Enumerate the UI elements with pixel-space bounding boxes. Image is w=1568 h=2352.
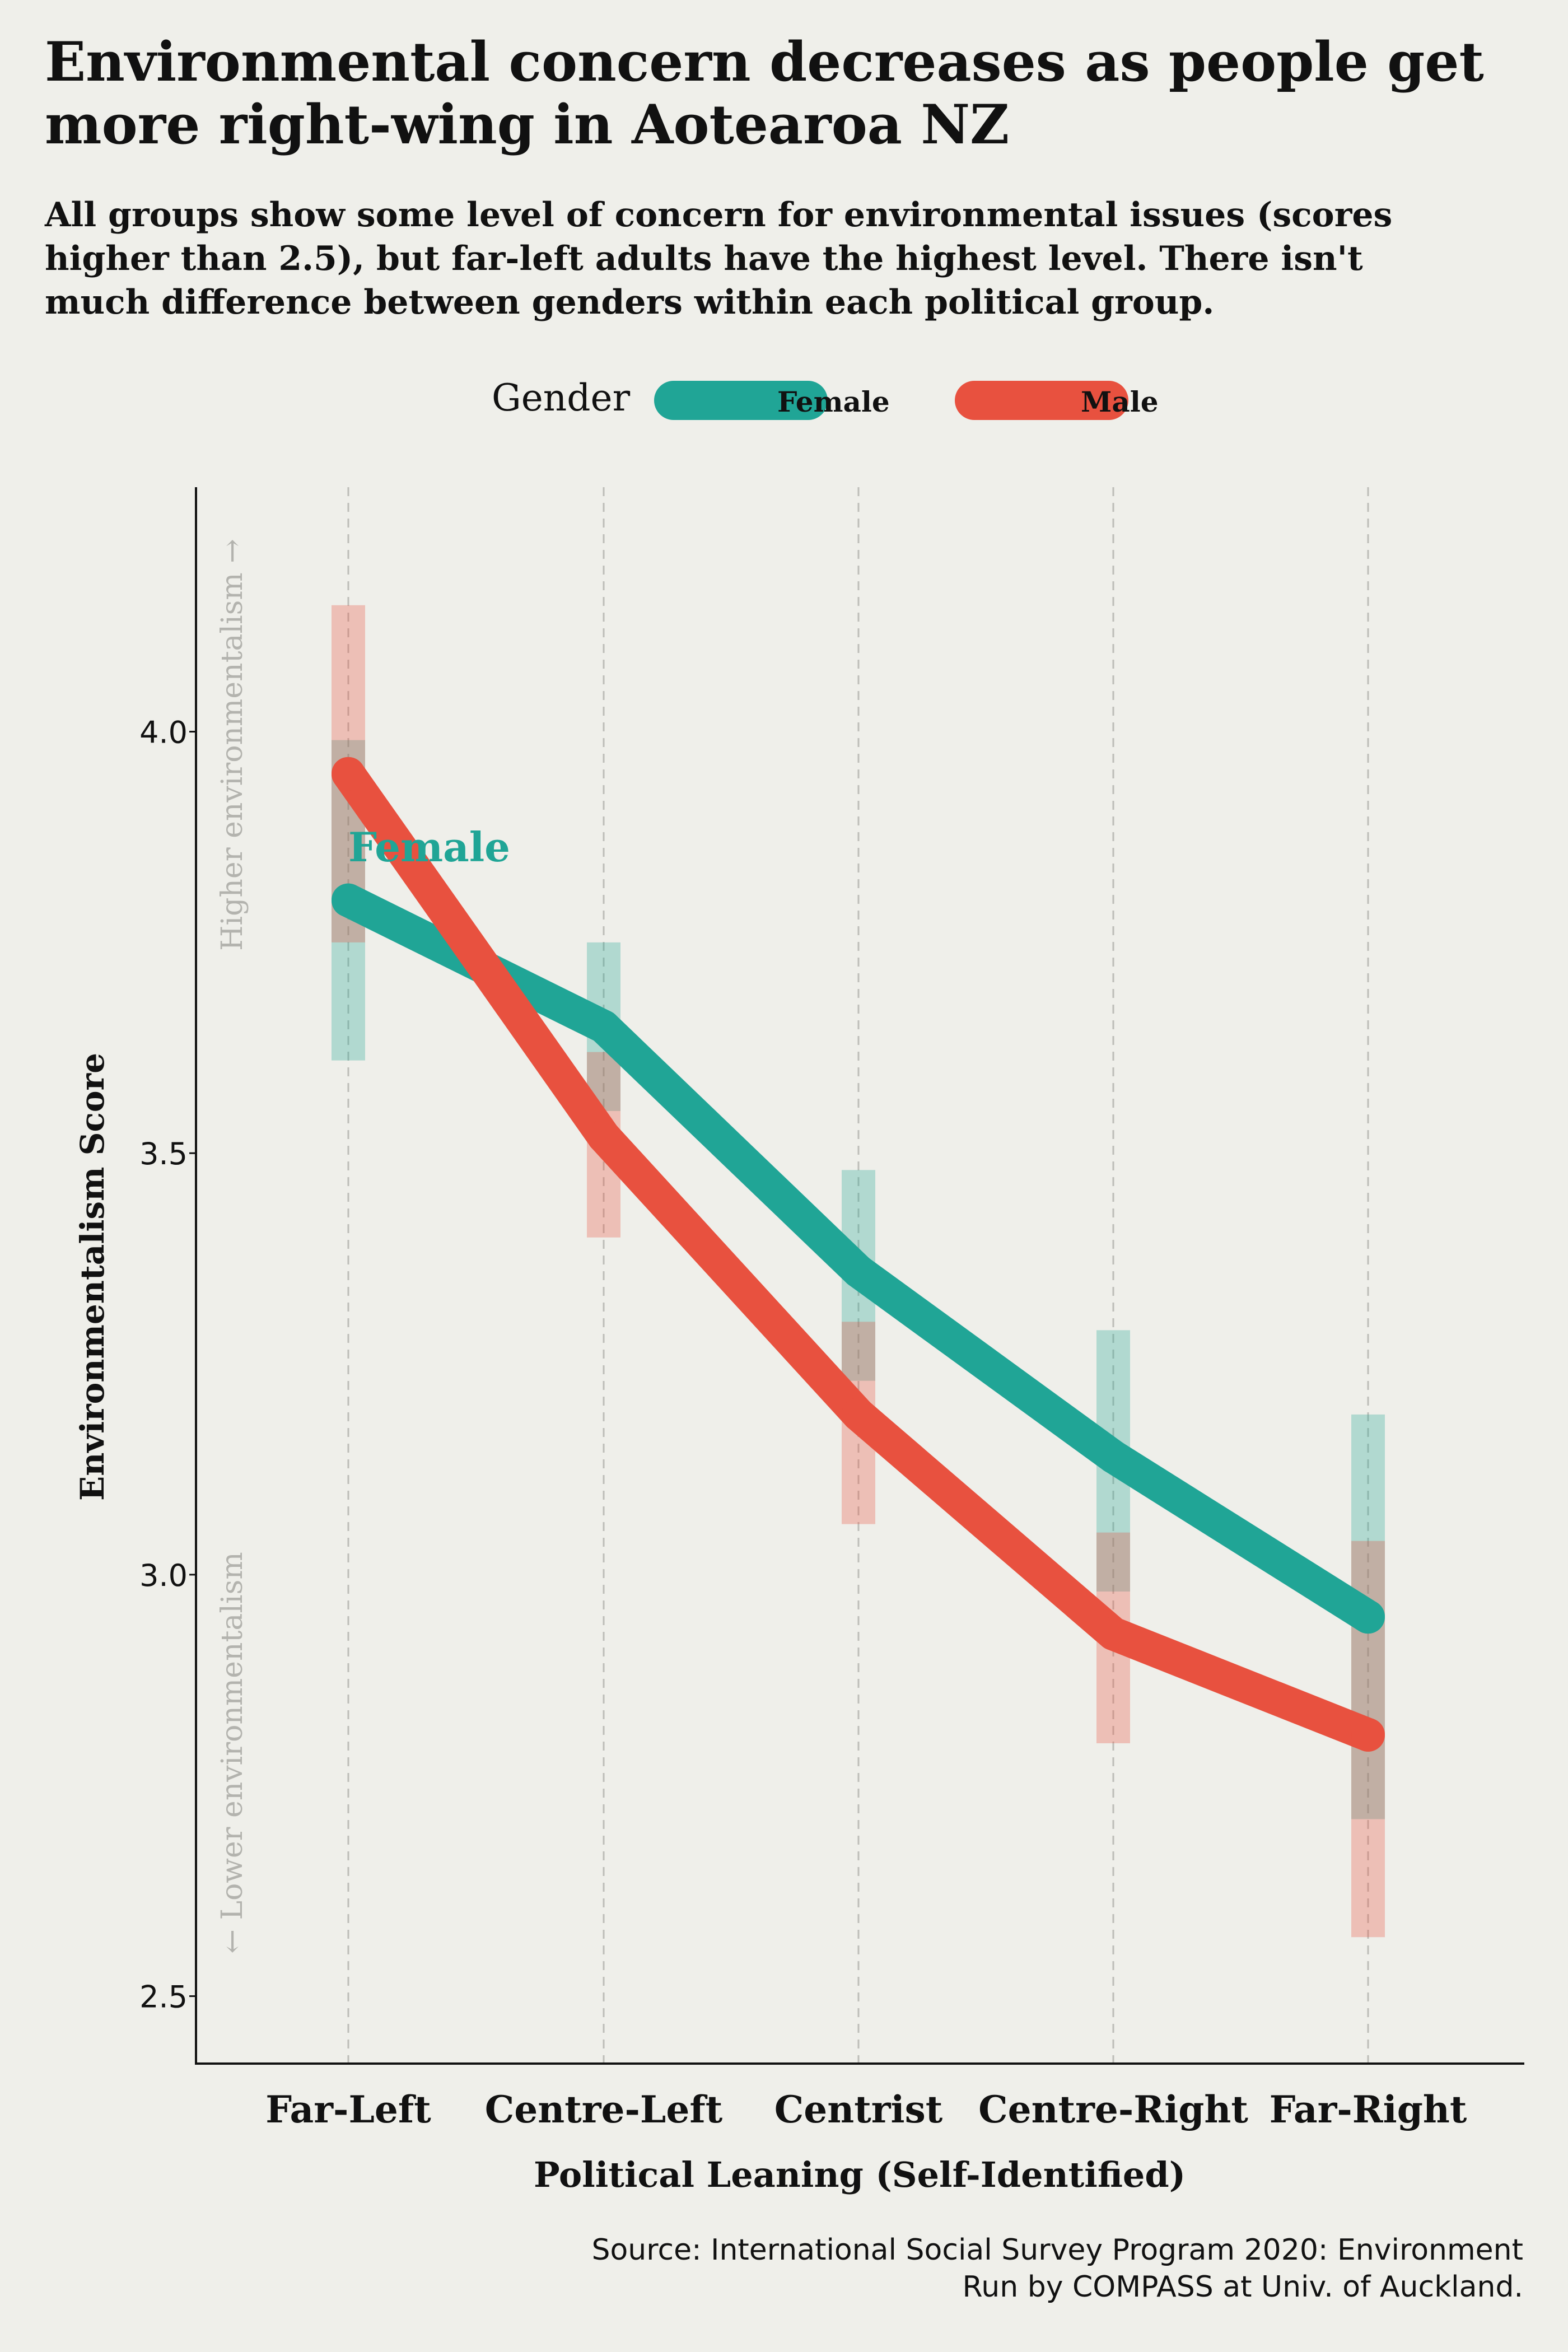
x-tick-label-far-left: Far-Left [265, 2088, 431, 2131]
data-point-female-centrist [842, 1254, 875, 1288]
tick-labels: Far-Left Centre-Left Centrist Centre-Right F… [139, 715, 1467, 2131]
data-point-male-centrist [842, 1397, 875, 1431]
y-tick-label: 3.5 [139, 1136, 188, 1172]
data-point-female-far-left [332, 883, 365, 917]
legend-label-male: Male [1081, 385, 1159, 418]
data-point-female-far-right [1351, 1600, 1385, 1634]
data-point-female-centre-left [587, 1010, 620, 1044]
series-lines [332, 757, 1385, 1752]
source-note: Source: International Social Survey Prog… [179, 2232, 1523, 2306]
higher-environmentalism-annotation: Higher environmentalism → [216, 539, 249, 951]
data-point-male-far-right [1351, 1718, 1385, 1752]
x-tick-label-centrist: Centrist [774, 2088, 943, 2131]
data-point-female-centre-right [1096, 1440, 1130, 1474]
x-tick-label-centre-right: Centre-Right [978, 2088, 1248, 2131]
x-axis-label: Political Leaning (Self-Identified) [534, 2154, 1186, 2195]
legend-swatch-female [654, 381, 828, 420]
lower-environmentalism-annotation: ← Lower environmentalism [216, 1552, 249, 1953]
legend-label-female: Female [777, 385, 890, 418]
data-point-male-centre-right [1096, 1617, 1130, 1651]
source-line-1: Source: International Social Survey Prog… [591, 2233, 1523, 2267]
legend-swatch-male [955, 381, 1128, 420]
source-line-2: Run by COMPASS at Univ. of Auckland. [962, 2270, 1523, 2304]
y-tick-label: 4.0 [139, 715, 188, 750]
y-tick-label: 2.5 [139, 1980, 188, 2015]
x-tick-label-centre-left: Centre-Left [485, 2088, 723, 2131]
series-label-female: Female [348, 823, 510, 871]
axes [195, 487, 1524, 2065]
y-tick-label: 3.0 [139, 1558, 188, 1593]
legend-title: Gender [492, 376, 631, 419]
data-point-male-centre-left [587, 1119, 620, 1154]
x-tick-label-far-right: Far-Right [1270, 2088, 1467, 2131]
chart-title: Environmental concern decreases as peopl… [45, 30, 1484, 156]
data-point-male-far-left [332, 757, 365, 791]
y-axis-label: Environmentalism Score [73, 1053, 111, 1501]
chart-subtitle: All groups show some level of concern fo… [45, 195, 1393, 322]
